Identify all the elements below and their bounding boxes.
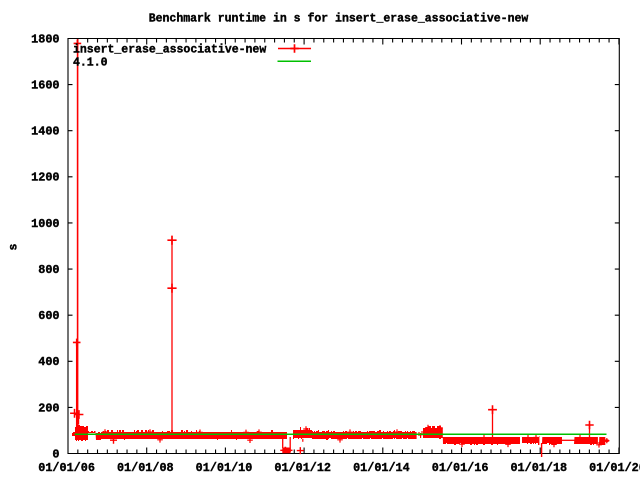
svg-text:01/01/08: 01/01/08 (117, 461, 174, 475)
svg-text:01/01/12: 01/01/12 (274, 461, 331, 475)
svg-text:1200: 1200 (31, 171, 59, 185)
svg-text:01/01/10: 01/01/10 (196, 461, 253, 475)
svg-text:4.1.0: 4.1.0 (73, 56, 108, 69)
svg-text:1400: 1400 (31, 125, 59, 139)
svg-text:01/01/16: 01/01/16 (432, 461, 489, 475)
svg-text:400: 400 (38, 355, 59, 369)
svg-text:1800: 1800 (31, 32, 59, 46)
svg-text:01/01/18: 01/01/18 (510, 461, 567, 475)
svg-text:s: s (8, 243, 21, 250)
svg-text:insert_erase_associative-new: insert_erase_associative-new (73, 44, 266, 57)
svg-text:1000: 1000 (31, 217, 59, 231)
svg-text:600: 600 (38, 309, 59, 323)
svg-text:800: 800 (38, 263, 59, 277)
svg-text:01/01/14: 01/01/14 (353, 461, 410, 475)
svg-text:0: 0 (52, 447, 59, 461)
svg-text:01/01/06: 01/01/06 (38, 461, 95, 475)
svg-text:01/01/20: 01/01/20 (589, 461, 640, 475)
svg-text:200: 200 (38, 401, 59, 415)
svg-text:1600: 1600 (31, 79, 59, 93)
svg-text:Benchmark runtime in s for ins: Benchmark runtime in s for insert_erase_… (149, 12, 529, 25)
